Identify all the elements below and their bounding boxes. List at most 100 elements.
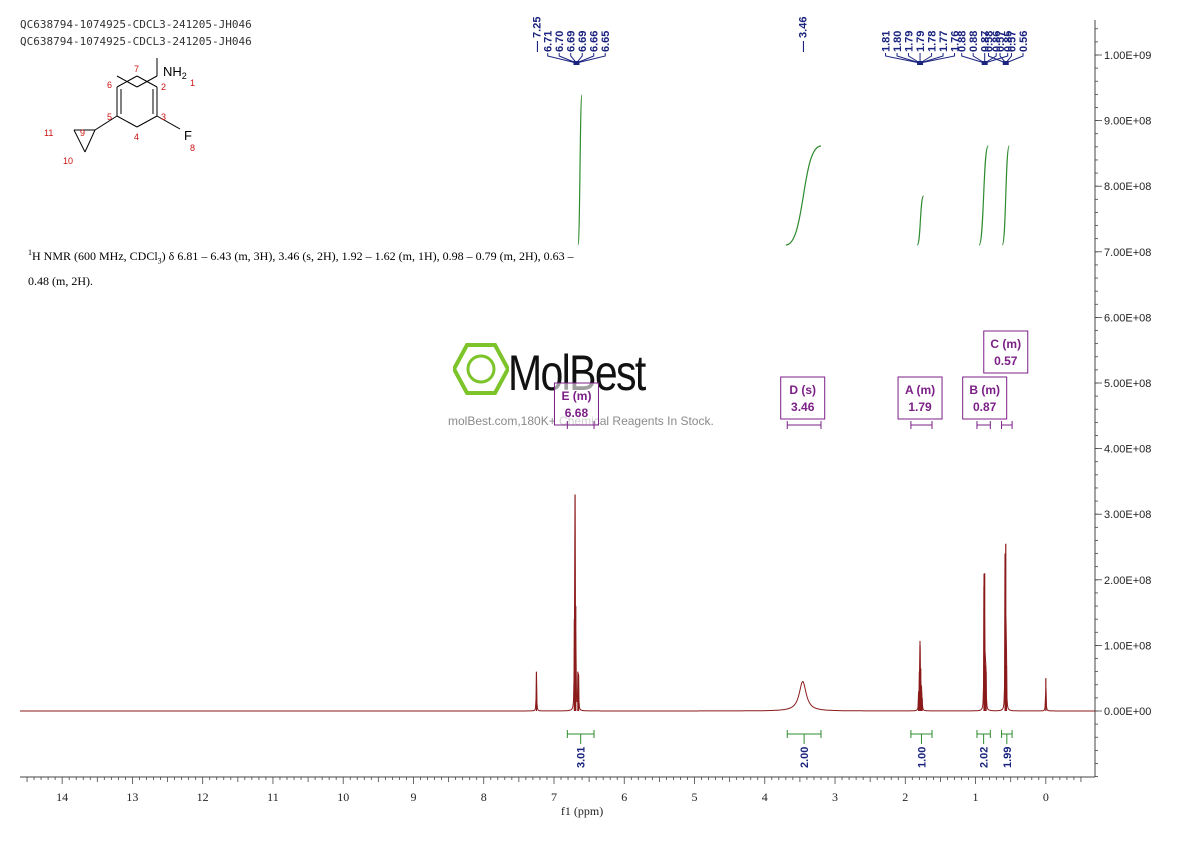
- x-tick-label: 7: [551, 790, 557, 804]
- peak-label: 6.69: [566, 31, 578, 52]
- peak-connector: [570, 53, 577, 64]
- peak-label: 0.56: [1018, 31, 1030, 52]
- peak-connector: [919, 53, 933, 64]
- molbest-logo-icon: [453, 343, 509, 395]
- peak-label: 0.57: [995, 31, 1007, 52]
- peak-connector: [984, 53, 997, 64]
- multiplet-frame: [897, 376, 943, 420]
- peak-label: 1.77: [938, 31, 950, 52]
- y-tick-label: 4.00E+08: [1104, 444, 1151, 456]
- multiplet-label: B (m): [969, 383, 1000, 397]
- integral-value: 2.00: [799, 747, 811, 768]
- x-tick-label: 12: [197, 790, 209, 804]
- peak-label: — 7.25: [531, 17, 543, 52]
- integral-value: 1.00: [916, 747, 928, 768]
- atom-number-7: 7: [134, 64, 139, 74]
- peak-label: 0.88: [957, 31, 969, 52]
- peak-connector: [896, 53, 921, 64]
- integral-curve: [916, 195, 925, 246]
- peak-anchor-mark: [917, 61, 924, 65]
- atom-number-11: 11: [44, 128, 53, 138]
- peak-label: 0.88: [968, 31, 980, 52]
- y-tick-label: 6.00E+08: [1104, 312, 1151, 324]
- multiplet-label: A (m): [905, 383, 935, 397]
- peak-anchor-mark: [981, 61, 988, 65]
- atom-number-5: 5: [107, 112, 112, 122]
- spectrum-trace: [20, 496, 1095, 712]
- nh2-label: NH2: [163, 64, 187, 81]
- y-tick-label: 5.00E+08: [1104, 378, 1151, 390]
- integral-curve: [978, 145, 989, 246]
- x-tick-label: 9: [410, 790, 416, 804]
- peak-connector: [984, 53, 1009, 64]
- multiplet-shift: 3.46: [791, 400, 815, 414]
- x-tick-label: 3: [832, 790, 838, 804]
- peak-label: 6.69: [577, 31, 589, 52]
- atom-number-2: 2: [161, 82, 166, 92]
- y-tick-label: 3.00E+08: [1104, 509, 1151, 521]
- integral-curve: [577, 94, 583, 246]
- fluorine-label: F: [184, 128, 192, 143]
- multiplet-frame: [553, 382, 599, 426]
- y-tick-label: 1.00E+09: [1104, 50, 1151, 62]
- peak-connector: [1005, 53, 1024, 64]
- peak-anchor-mark: [573, 61, 580, 65]
- multiplet-box: D (s) 3.46: [780, 376, 826, 429]
- multiplet-frame: [983, 330, 1029, 374]
- x-tick-label: 13: [126, 790, 138, 804]
- peak-label: 0.85: [1003, 31, 1015, 52]
- multiplet-frame: [962, 376, 1008, 420]
- multiplet-label: D (s): [789, 383, 816, 397]
- peak-label: 1.81: [881, 31, 893, 52]
- peak-label: 6.66: [589, 31, 601, 52]
- nmr-summary-text: 1H NMR (600 MHz, CDCl3) δ 6.81 – 6.43 (m…: [28, 248, 574, 289]
- y-tick-label: 8.00E+08: [1104, 181, 1151, 193]
- peak-connector: [988, 53, 1006, 64]
- x-tick-label: 8: [481, 790, 487, 804]
- x-tick-label: 4: [762, 790, 768, 804]
- peak-connector: [558, 53, 577, 64]
- integral-curve: [785, 145, 822, 246]
- peak-connector: [919, 53, 956, 64]
- peak-connector: [919, 53, 944, 64]
- x-tick-label: 6: [621, 790, 627, 804]
- peak-label: 1.78: [927, 31, 939, 52]
- peak-connector: [576, 53, 606, 64]
- sample-id-line-2: QC638794-1074925-CDCL3-241205-JH046: [20, 35, 252, 48]
- y-tick-label: 2.00E+08: [1104, 575, 1151, 587]
- atom-number-3: 3: [161, 112, 166, 122]
- peak-label: 6.71: [543, 31, 555, 52]
- peak-connector: [961, 53, 985, 64]
- peak-label: 1.80: [892, 31, 904, 52]
- x-tick-label: 5: [692, 790, 698, 804]
- atom-number-1: 1: [190, 78, 195, 88]
- peak-connector: [1005, 53, 1013, 64]
- atom-number-10: 10: [63, 156, 73, 166]
- peak-label: 1.76: [950, 31, 962, 52]
- peak-label: 1.79: [915, 31, 927, 52]
- x-tick-label: 0: [1043, 790, 1049, 804]
- multiplet-shift: 0.57: [994, 354, 1018, 368]
- y-tick-label: 9.00E+08: [1104, 116, 1151, 128]
- multiplet-label: E (m): [561, 389, 591, 403]
- x-tick-label: 1: [973, 790, 979, 804]
- peak-label: 6.70: [554, 31, 566, 52]
- peak-label: 0.57: [1007, 31, 1019, 52]
- peak-connector: [885, 53, 921, 64]
- peak-connector: [999, 53, 1007, 64]
- atom-number-8: 8: [190, 143, 195, 153]
- peak-label: — 3.46: [798, 17, 810, 52]
- peak-label: 1.79: [904, 31, 916, 52]
- atom-number-9: 9: [80, 128, 85, 138]
- multiplet-shift: 0.87: [973, 400, 997, 414]
- integral-value: 3.01: [576, 747, 588, 768]
- peak-label: 0.58: [984, 31, 996, 52]
- multiplet-shift: 6.68: [565, 406, 589, 420]
- peak-label: 0.86: [991, 31, 1003, 52]
- y-tick-label: 0.00E+00: [1104, 706, 1151, 718]
- atom-number-6: 6: [107, 80, 112, 90]
- peak-label: 0.87: [980, 31, 992, 52]
- atom-number-4: 4: [134, 132, 139, 142]
